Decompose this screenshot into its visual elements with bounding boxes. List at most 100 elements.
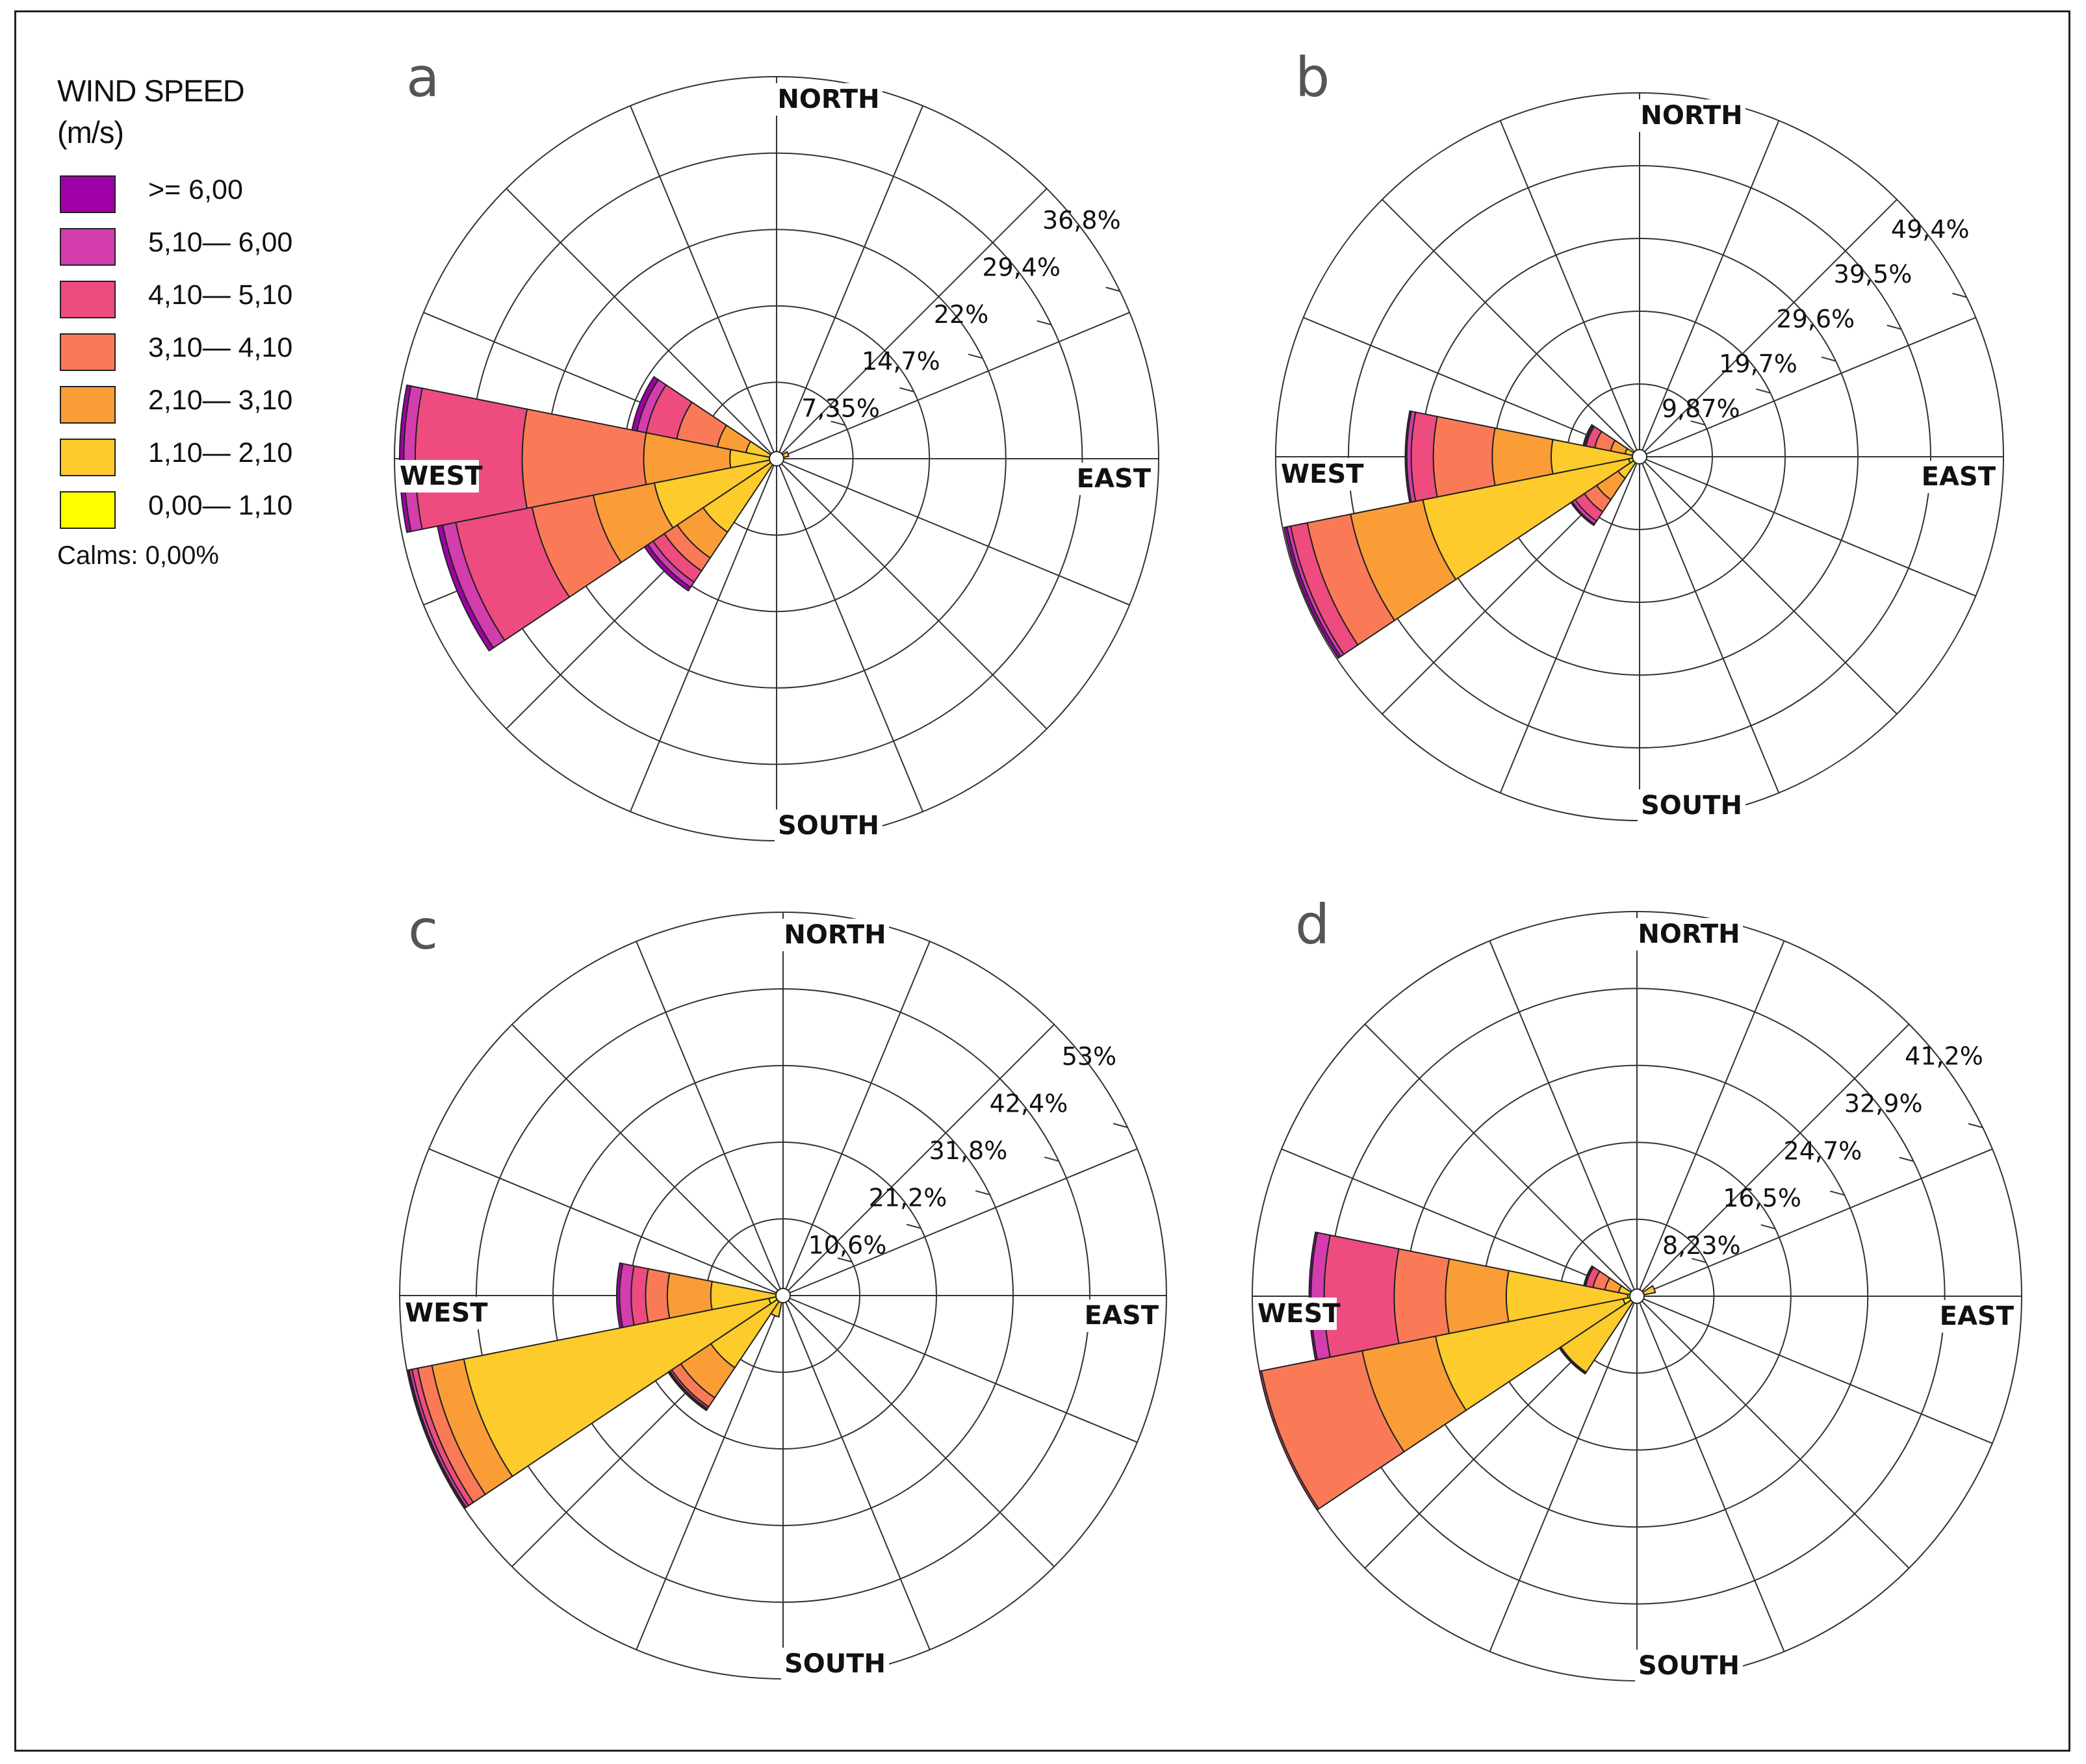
wind-rose-d: 8,23% 16,5% 24,7% 32,9% 41,2% NORTH SOUTH EAST W… <box>1252 893 2022 1682</box>
ring-label: 9,87% <box>1662 394 1740 423</box>
compass-label-north: NORTH <box>1640 101 1742 131</box>
wind-sector-band <box>1582 424 1594 447</box>
grid-spoke <box>1382 199 1640 457</box>
ring-label: 19,7% <box>1719 350 1797 378</box>
ring-label-tick <box>1821 356 1836 362</box>
ring-label-tick <box>1044 1157 1059 1162</box>
wind-sector-band <box>1404 410 1412 504</box>
grid-spoke <box>428 1148 784 1296</box>
grid-spoke <box>1639 316 1976 457</box>
grid-spoke <box>1489 1296 1638 1652</box>
grid-spoke <box>1636 1296 1785 1652</box>
grid-spoke <box>776 458 1130 606</box>
compass-label-east: EAST <box>1085 1301 1159 1331</box>
grid-spoke <box>1639 199 1898 457</box>
ring-label: 53% <box>1062 1042 1116 1071</box>
ring-label-tick <box>1760 1224 1776 1230</box>
compass-label-west: WEST <box>1257 1299 1341 1329</box>
grid-spoke <box>636 1295 784 1650</box>
ring-label: 29,4% <box>982 253 1061 281</box>
compass-label-east: EAST <box>1940 1301 2015 1331</box>
wind-sector-band <box>1410 411 1438 502</box>
ring-label: 16,5% <box>1723 1184 1801 1212</box>
ring-label: 49,4% <box>1891 215 1970 244</box>
ring-label-tick <box>1968 1123 1983 1129</box>
ring-label-tick <box>1690 420 1705 426</box>
compass-label-bg <box>775 810 882 842</box>
wind-sector-band <box>1259 1370 1320 1511</box>
ring-label-tick <box>1756 388 1771 394</box>
legend-calms: Calms: 0,00% <box>57 541 219 570</box>
wind-sector-band <box>630 1265 649 1326</box>
legend-item: 3,10— 4,10 <box>57 323 330 376</box>
grid-spoke <box>1499 120 1640 457</box>
legend-swatch <box>60 175 116 213</box>
wind-sector-band <box>1558 1346 1587 1375</box>
legend-swatch <box>60 386 116 424</box>
grid-spoke <box>1489 940 1638 1297</box>
legend-title: WIND SPEED <box>57 73 245 108</box>
grid-spoke <box>511 1024 784 1296</box>
wind-sector-band <box>436 524 495 652</box>
rose-center <box>1632 449 1647 465</box>
ring-label: 14,7% <box>862 347 940 376</box>
grid-spoke <box>630 105 777 459</box>
grid-spoke <box>1636 1023 1910 1297</box>
ring-label-tick <box>1037 320 1052 326</box>
ring-label-tick <box>1105 287 1120 292</box>
grid-spoke <box>782 1024 1055 1296</box>
rose-center <box>769 451 784 467</box>
compass-label-south: SOUTH <box>778 811 879 841</box>
legend-label: 5,10— 6,00 <box>148 227 293 258</box>
compass-label-bg <box>1635 1650 1743 1682</box>
wind-rose-b: 9,87% 19,7% 29,6% 39,5% 49,4% NORTH SOUTH EAST W… <box>1275 45 2004 822</box>
ring-label: 10,6% <box>808 1231 887 1259</box>
legend-units: (m/s) <box>57 115 124 149</box>
compass-label-bg <box>781 919 889 951</box>
compass-label-north: NORTH <box>1638 919 1740 949</box>
wind-sector-band <box>414 387 528 530</box>
panel-label: b <box>1295 45 1330 109</box>
ring-label-tick <box>975 1190 990 1195</box>
wind-sector-band <box>1393 1247 1450 1345</box>
compass-label-east: EAST <box>1077 464 1152 494</box>
legend-label: 2,10— 3,10 <box>148 385 293 416</box>
wind-sector-band <box>407 1369 467 1509</box>
legend-label: 4,10— 5,10 <box>148 279 293 311</box>
compass-label-bg <box>397 460 479 492</box>
grid-spoke <box>782 1295 931 1650</box>
ring-label-tick <box>1899 1157 1914 1162</box>
compass-label-south: SOUTH <box>1641 791 1742 821</box>
ring-label: 7,35% <box>801 394 880 423</box>
grid-spoke <box>630 458 777 812</box>
legend-swatch <box>60 228 116 266</box>
ring-label-tick <box>1692 1258 1706 1264</box>
ring-label: 22% <box>934 300 988 329</box>
legend-label: 3,10— 4,10 <box>148 332 293 363</box>
compass-label-bg <box>1638 99 1745 132</box>
compass-label-bg <box>1635 918 1743 951</box>
legend-item: 0,00— 1,10 <box>57 481 330 533</box>
wind-speed-legend: WIND SPEED (m/s) >= 6,00 5,10— 6,00 4,10— … <box>57 70 330 570</box>
ring-label: 39,5% <box>1834 260 1912 288</box>
grid-spoke <box>1639 456 1780 793</box>
rose-center <box>775 1288 791 1303</box>
legend-items: >= 6,00 5,10— 6,00 4,10— 5,10 3,10— 4,10 2,1… <box>57 165 330 533</box>
legend-swatch <box>60 281 116 318</box>
grid-spoke <box>1636 1296 1910 1569</box>
grid-spoke <box>782 941 931 1296</box>
grid-spoke <box>1636 1296 1993 1444</box>
ring-label-tick <box>899 387 914 392</box>
ring-label: 8,23% <box>1662 1231 1741 1260</box>
compass-label-bg <box>1255 1297 1337 1330</box>
ring-label-tick <box>831 420 845 426</box>
wind-sector-band <box>1570 500 1596 526</box>
grid-spoke <box>776 105 923 459</box>
rose-center <box>1629 1288 1645 1304</box>
ring-label: 41,2% <box>1905 1042 1983 1071</box>
grid-spoke <box>1639 120 1780 457</box>
ring-label: 24,7% <box>1784 1136 1862 1165</box>
wind-sector-band <box>1323 1234 1400 1359</box>
wind-sector-band <box>1583 1265 1594 1287</box>
